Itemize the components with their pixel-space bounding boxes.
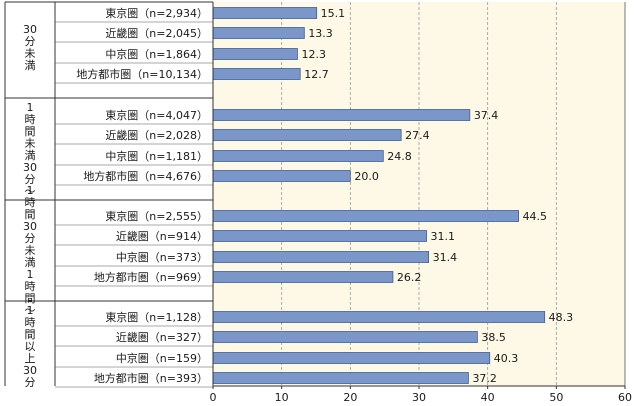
category-label: 近畿圏（n=914）: [116, 229, 208, 243]
category-frame: [4, 1, 213, 388]
group-label-text: 時: [25, 196, 36, 209]
value-label: 31.1: [431, 230, 456, 243]
category-label: 東京圏（n=2,934）: [105, 6, 208, 20]
group-label-text: ～: [25, 185, 36, 198]
category-label: 東京圏（n=4,047）: [105, 108, 208, 122]
value-label: 31.4: [433, 251, 458, 264]
bars: [212, 7, 546, 384]
group-label-text: 時: [25, 280, 36, 293]
bar: [212, 352, 491, 364]
group-label-text: 満: [25, 149, 36, 162]
group-label-text: 1: [27, 268, 34, 281]
bar: [212, 170, 351, 182]
value-labels: 15.1 13.3 12.3 12.7 37.4 27.4 24.8 20.0 44.5 31.1…: [301, 7, 573, 385]
group-label-text: 30: [23, 161, 37, 174]
group-label-text: 時: [25, 113, 36, 126]
value-label: 12.7: [304, 68, 329, 81]
category-label: 東京圏（n=1,128）: [105, 310, 208, 324]
category-label: 地方都市圏（n=10,134）: [76, 67, 208, 81]
value-label: 13.3: [308, 27, 333, 40]
value-label: 27.4: [405, 129, 430, 142]
group-label-text: 30: [23, 364, 37, 377]
bar: [212, 27, 305, 39]
bar: [212, 150, 384, 162]
value-label: 37.4: [474, 109, 499, 122]
x-tick-label: 10: [275, 391, 289, 404]
group-label-text: 以: [25, 340, 36, 353]
group-label-text: 時: [25, 316, 36, 329]
group-label-text: 満: [25, 256, 36, 269]
x-tick-label: 20: [343, 391, 357, 404]
x-tick-label: 30: [412, 391, 426, 404]
bar: [212, 129, 402, 141]
value-label: 38.5: [481, 331, 506, 344]
category-label: 近畿圏（n=2,028）: [105, 128, 208, 142]
category-label: 中京圏（n=1,181）: [105, 149, 208, 163]
category-label: 地方都市圏（n=969）: [94, 270, 208, 284]
value-label: 40.3: [494, 352, 519, 365]
group-label-text: 30: [23, 220, 37, 233]
value-label: 24.8: [387, 150, 412, 163]
bar: [212, 372, 469, 384]
x-axis: 0 10 20 30 40 50 60: [210, 2, 632, 404]
category-label: 地方都市圏（n=4,676）: [83, 169, 208, 183]
group-label-text: 未: [25, 47, 36, 60]
group-label-text: 未: [25, 244, 36, 257]
category-label: 地方都市圏（n=393）: [94, 371, 208, 385]
value-label: 20.0: [354, 170, 379, 183]
x-tick-label: 50: [549, 391, 563, 404]
group-label-text: 間: [25, 328, 36, 341]
value-label: 48.3: [549, 311, 574, 324]
bar: [212, 210, 519, 222]
group-label-text: 分: [25, 35, 36, 48]
group-label-text: 1: [27, 304, 34, 317]
group-label-text: 上: [25, 352, 36, 365]
value-label: 37.2: [472, 372, 497, 385]
value-label: 12.3: [301, 48, 326, 61]
category-label: 中京圏（n=373）: [116, 250, 208, 264]
x-tick-label: 0: [210, 391, 217, 404]
group-label-text: 1: [27, 184, 34, 197]
group-label-text: 分: [25, 232, 36, 245]
group-label-text: 間: [25, 292, 36, 305]
x-tick-label: 60: [618, 391, 632, 404]
bar: [212, 68, 301, 80]
category-label: 中京圏（n=159）: [116, 351, 208, 365]
category-label: 近畿圏（n=327）: [116, 330, 208, 344]
group-label-text: 間: [25, 208, 36, 221]
bar: [212, 251, 430, 263]
value-label: 15.1: [321, 7, 346, 20]
bar: [212, 48, 298, 60]
category-label: 近畿圏（n=2,045）: [105, 26, 208, 40]
bar: [212, 271, 394, 283]
bar: [212, 331, 478, 343]
bar: [212, 109, 471, 121]
value-label: 26.2: [397, 271, 422, 284]
value-label: 44.5: [523, 210, 548, 223]
category-label: 東京圏（n=2,555）: [105, 209, 208, 223]
bar: [212, 311, 546, 323]
bar: [212, 7, 318, 19]
group-label-text: ～: [25, 304, 36, 317]
x-tick-label: 40: [481, 391, 495, 404]
group-label-text: 未: [25, 137, 36, 150]
group-label-text: 30: [23, 23, 37, 36]
category-label: 中京圏（n=1,864）: [105, 47, 208, 61]
group-label-text: 分: [25, 173, 36, 186]
group-label-text: 1: [27, 101, 34, 114]
group-label-text: 分: [25, 376, 36, 389]
category-labels: 東京圏（n=2,934） 近畿圏（n=2,045） 中京圏（n=1,864） 地方都市…: [76, 6, 208, 385]
group-label-text: 満: [25, 59, 36, 72]
group-label-text: 間: [25, 125, 36, 138]
bar: [212, 230, 427, 242]
